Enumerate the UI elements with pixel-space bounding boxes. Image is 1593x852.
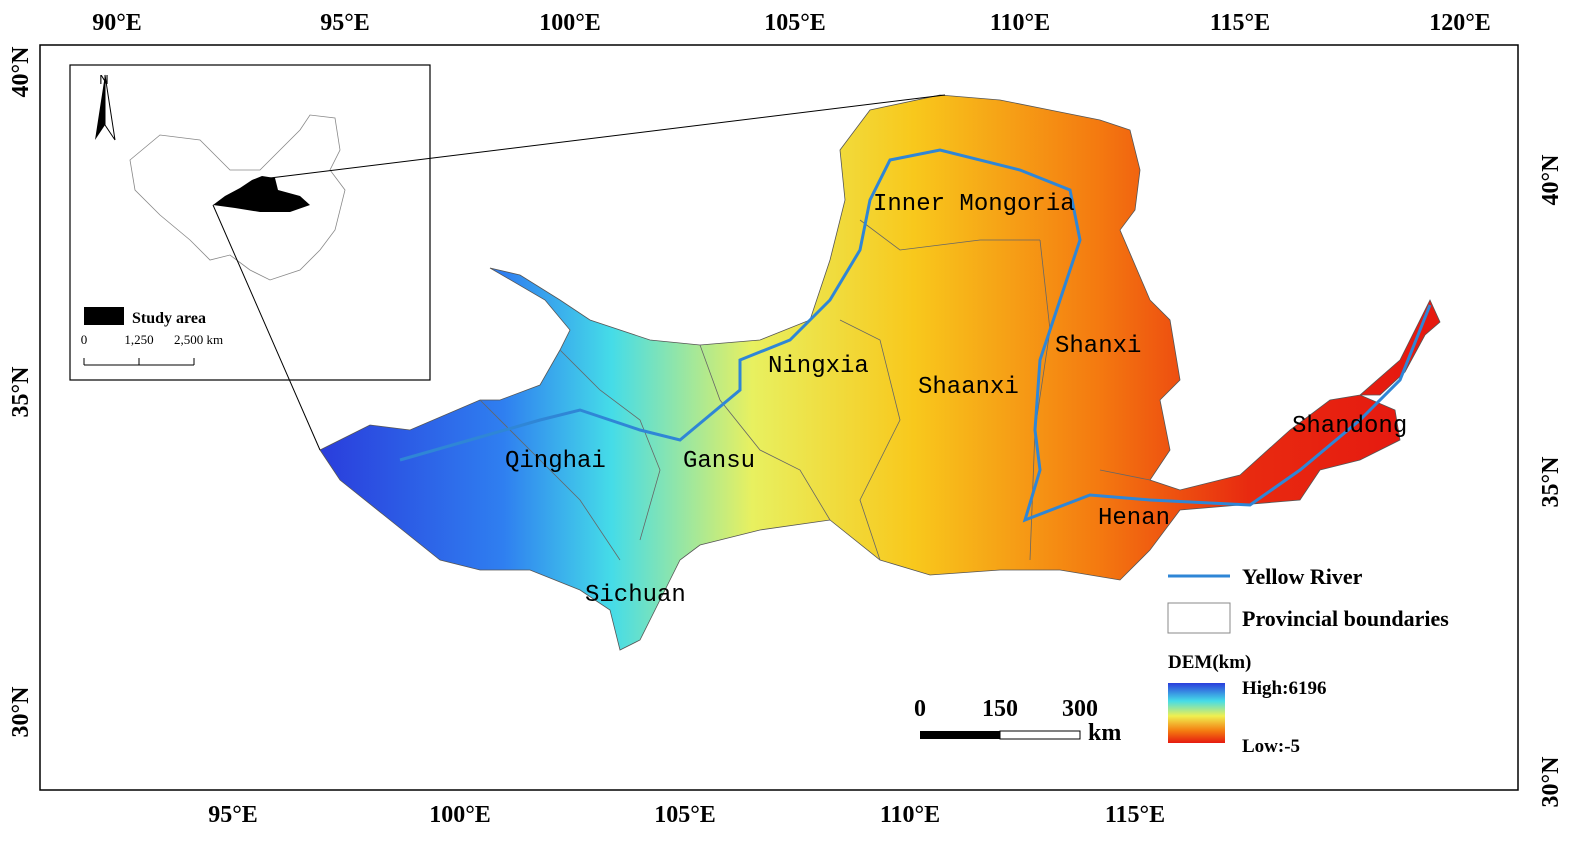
province-label: Sichuan <box>585 582 686 609</box>
bottom-axis-label: 105°E <box>654 802 716 828</box>
inset-map: N Study area 0 1,250 2,500 km <box>69 64 431 381</box>
province-label: Henan <box>1098 505 1170 532</box>
top-axis-label: 110°E <box>990 10 1050 36</box>
north-arrow <box>104 74 116 141</box>
left-axis-label: 30°N <box>8 686 34 738</box>
inset-legend-label: Study area <box>132 310 206 327</box>
dem-title: DEM(km) <box>1168 652 1251 673</box>
right-axis-label: 40°N <box>1538 154 1564 206</box>
inset-legend-swatch <box>84 307 124 325</box>
inset-scale-tick: 1,250 <box>124 332 153 347</box>
dem-low-label: Low:-5 <box>1242 736 1300 757</box>
study-area <box>319 94 1441 651</box>
province-label: Qinghai <box>505 448 606 475</box>
top-axis-label: 120°E <box>1429 10 1491 36</box>
province-label: Shaanxi <box>918 374 1019 401</box>
map-frame <box>39 44 1519 791</box>
legend-label: Provincial boundaries <box>1242 606 1449 631</box>
legend-label: Yellow River <box>1242 564 1363 589</box>
province-labels: Inner Mongoria Ningxia Shanxi Shaanxi Sh… <box>505 191 1407 609</box>
yellow-river <box>399 148 1432 523</box>
province-label: Shandong <box>1292 413 1407 440</box>
left-axis-label: 35°N <box>8 366 34 418</box>
top-axis-label: 105°E <box>764 10 826 36</box>
bottom-axis-label: 115°E <box>1105 802 1165 828</box>
dem-color-ramp <box>1168 683 1225 743</box>
bottom-axis-label: 110°E <box>880 802 940 828</box>
inset-scale-tick: 0 <box>81 332 88 347</box>
left-axis-label: 40°N <box>8 46 34 98</box>
province-label: Gansu <box>683 448 755 475</box>
province-label: Ningxia <box>768 353 869 380</box>
scale-tick: 0 <box>914 696 926 722</box>
bottom-axis-label: 100°E <box>429 802 491 828</box>
dem-high-label: High:6196 <box>1242 678 1326 699</box>
province-label: Shanxi <box>1055 333 1141 360</box>
bottom-axis-label: 95°E <box>208 802 258 828</box>
inset-frame <box>69 64 431 381</box>
china-outline <box>129 114 346 281</box>
scale-tick: 150 <box>982 696 1018 722</box>
right-axis-label: 35°N <box>1538 456 1564 508</box>
top-axis-label: 115°E <box>1210 10 1270 36</box>
scale-unit: km <box>1088 720 1121 746</box>
scale-tick: 300 <box>1062 696 1098 722</box>
scale-bar-segment <box>999 730 1081 740</box>
right-axis-label: 30°N <box>1538 756 1564 808</box>
inset-study-area <box>213 176 310 212</box>
legend-boundary-swatch <box>1167 602 1231 634</box>
north-arrow <box>95 75 105 140</box>
inset-scale-tick: 2,500 km <box>174 332 223 347</box>
north-label: N <box>99 72 108 87</box>
province-label: Inner Mongoria <box>873 191 1075 218</box>
scale-bar: 0 150 300 km <box>914 696 1121 746</box>
top-axis-label: 95°E <box>320 10 370 36</box>
scale-bar-segment <box>920 731 1000 739</box>
top-axis-label: 100°E <box>539 10 601 36</box>
inset-scale-bar <box>83 358 195 366</box>
top-axis-label: 90°E <box>92 10 142 36</box>
axis-labels: 90°E 95°E 100°E 105°E 110°E 115°E 120°E … <box>8 10 1564 828</box>
legend: Yellow River Provincial boundaries DEM(k… <box>1167 564 1449 757</box>
inset-connector <box>212 94 946 451</box>
